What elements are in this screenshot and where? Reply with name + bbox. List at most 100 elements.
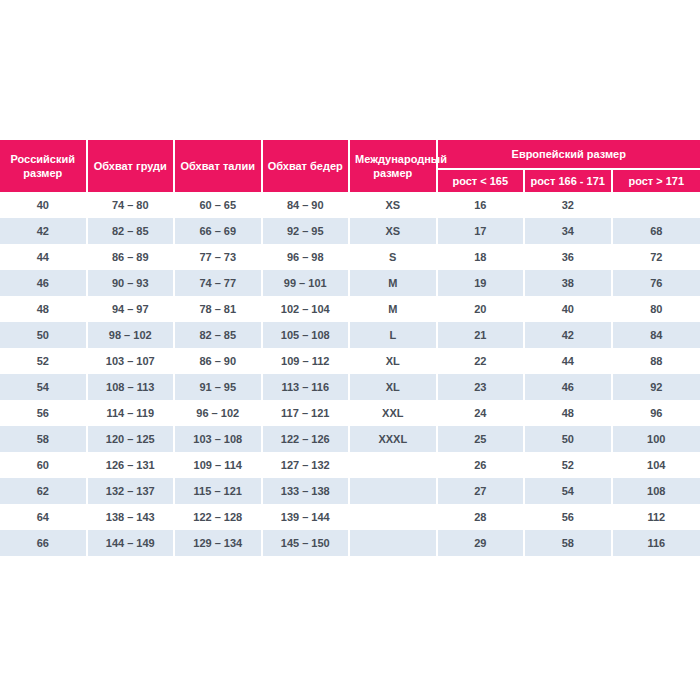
table-row: 60126 – 131109 – 114127 – 1322652104 [0,452,700,478]
table-cell: 78 – 81 [175,296,263,322]
table-cell: 109 – 114 [175,452,263,478]
table-cell: 116 [613,530,700,556]
col-header-height-gt-171: рост > 171 [613,170,700,192]
table-cell: M [350,270,438,296]
table-cell: 82 – 85 [88,218,176,244]
table-cell: 58 [525,530,613,556]
table-cell [613,192,700,218]
table-cell: 27 [438,478,526,504]
table-cell [350,478,438,504]
table-cell: 58 [0,426,88,452]
table-row: 4282 – 8566 – 6992 – 95XS173468 [0,218,700,244]
table-cell: 52 [525,452,613,478]
table-cell: 20 [438,296,526,322]
table-row: 4486 – 8977 – 7396 – 98S183672 [0,244,700,270]
col-header-hips: Обхват бедер [263,140,351,192]
table-cell: 102 – 104 [263,296,351,322]
table-cell: 91 – 95 [175,374,263,400]
table-cell: 80 [613,296,700,322]
table-cell: 145 – 150 [263,530,351,556]
table-cell: 62 [0,478,88,504]
table-cell: 84 [613,322,700,348]
table-cell: 74 – 80 [88,192,176,218]
table-cell: 99 – 101 [263,270,351,296]
table-cell: 56 [525,504,613,530]
table-cell: 109 – 112 [263,348,351,374]
table-cell: XS [350,192,438,218]
table-row: 64138 – 143122 – 128139 – 1442856112 [0,504,700,530]
table-cell: XL [350,348,438,374]
table-row: 4690 – 9374 – 7799 – 101M193876 [0,270,700,296]
table-cell: M [350,296,438,322]
table-cell: 139 – 144 [263,504,351,530]
table-cell: 86 – 90 [175,348,263,374]
table-cell: 32 [525,192,613,218]
table-cell: 23 [438,374,526,400]
table-cell [350,504,438,530]
table-cell: 122 – 126 [263,426,351,452]
table-row: 4074 – 8060 – 6584 – 90XS1632 [0,192,700,218]
table-row: 4894 – 9778 – 81102 – 104M204080 [0,296,700,322]
table-cell: 120 – 125 [88,426,176,452]
table-cell: 38 [525,270,613,296]
table-cell: 72 [613,244,700,270]
table-cell: 48 [525,400,613,426]
table-cell: 127 – 132 [263,452,351,478]
table-cell: 112 [613,504,700,530]
col-header-european-size-group: Европейский размер [438,140,700,170]
table-cell: 113 – 116 [263,374,351,400]
table-cell: 64 [0,504,88,530]
table-cell: 115 – 121 [175,478,263,504]
table-cell: 117 – 121 [263,400,351,426]
table-cell: 25 [438,426,526,452]
col-header-russian-size: Российский размер [0,140,88,192]
table-cell: 26 [438,452,526,478]
table-header: Российский размер Обхват груди Обхват та… [0,140,700,192]
table-cell: S [350,244,438,270]
table-cell: 19 [438,270,526,296]
col-header-height-166-171: рост 166 - 171 [525,170,613,192]
table-cell: 50 [525,426,613,452]
col-header-international-size: Международный размер [350,140,438,192]
table-cell: 42 [525,322,613,348]
table-cell: 74 – 77 [175,270,263,296]
table-cell: 66 [0,530,88,556]
table-cell: 114 – 119 [88,400,176,426]
table-cell: XL [350,374,438,400]
table-cell: 40 [0,192,88,218]
table-cell: 68 [613,218,700,244]
col-header-waist: Обхват талии [175,140,263,192]
table-row: 62132 – 137115 – 121133 – 1382754108 [0,478,700,504]
col-header-chest: Обхват груди [88,140,176,192]
table-cell: 54 [0,374,88,400]
table-row: 56114 – 11996 – 102117 – 121XXL244896 [0,400,700,426]
table-cell: 16 [438,192,526,218]
table-row: 5098 – 10282 – 85105 – 108L214284 [0,322,700,348]
table-cell: 44 [525,348,613,374]
table-body: 4074 – 8060 – 6584 – 90XS16324282 – 8566… [0,192,700,556]
table-cell: 82 – 85 [175,322,263,348]
table-cell: 34 [525,218,613,244]
table-row: 54108 – 11391 – 95113 – 116XL234692 [0,374,700,400]
table-cell: 54 [525,478,613,504]
table-cell: XXXL [350,426,438,452]
table-cell: 138 – 143 [88,504,176,530]
col-header-height-lt-165: рост < 165 [438,170,526,192]
table-cell: 52 [0,348,88,374]
table-cell: 132 – 137 [88,478,176,504]
table-cell: 126 – 131 [88,452,176,478]
table-cell: 92 [613,374,700,400]
table-cell: 46 [525,374,613,400]
table-cell: 76 [613,270,700,296]
table-row: 58120 – 125103 – 108122 – 126XXXL2550100 [0,426,700,452]
table-cell: 56 [0,400,88,426]
table-cell: 103 – 108 [175,426,263,452]
table-cell: 144 – 149 [88,530,176,556]
table-cell: 36 [525,244,613,270]
table-cell: 24 [438,400,526,426]
table-cell: 98 – 102 [88,322,176,348]
table-cell: 133 – 138 [263,478,351,504]
table-cell: 50 [0,322,88,348]
table-cell: L [350,322,438,348]
page: Российский размер Обхват груди Обхват та… [0,0,700,700]
